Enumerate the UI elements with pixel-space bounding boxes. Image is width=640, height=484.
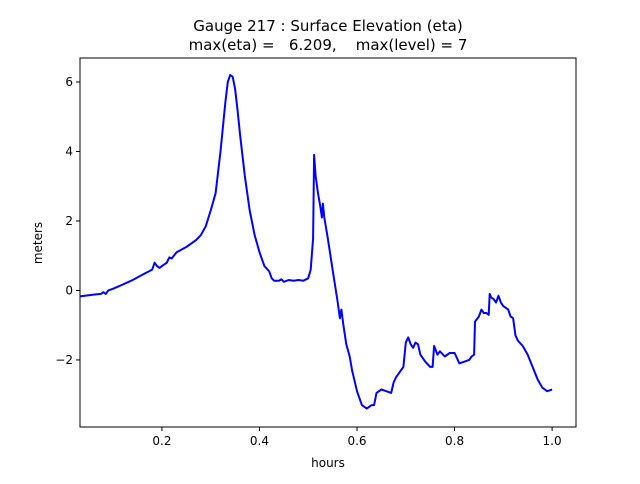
x-tick-label: 0.4 (250, 434, 269, 448)
plot-area (79, 74, 553, 410)
y-tick-label: 0 (65, 283, 73, 297)
y-tick-label: 6 (65, 75, 73, 89)
y-tick-label: 2 (65, 214, 73, 228)
x-tick-label: 0.6 (347, 434, 366, 448)
x-axis-label: hours (311, 456, 345, 470)
y-tick-label: −2 (55, 353, 73, 367)
x-tick-label: 0.2 (152, 434, 171, 448)
y-ticks: −2 0 2 4 6 (55, 75, 80, 367)
series-line-eta (79, 74, 553, 410)
axes-frame (79, 57, 577, 428)
x-tick-label: 1.0 (543, 434, 562, 448)
x-ticks: 0.2 0.4 0.6 0.8 1.0 (152, 427, 562, 448)
chart-subtitle: max(eta) = 6.209, max(level) = 7 (189, 36, 468, 54)
x-tick-label: 0.8 (445, 434, 464, 448)
y-axis-label: meters (31, 222, 45, 264)
chart-title: Gauge 217 : Surface Elevation (eta) (193, 17, 462, 35)
y-tick-label: 4 (65, 144, 73, 158)
